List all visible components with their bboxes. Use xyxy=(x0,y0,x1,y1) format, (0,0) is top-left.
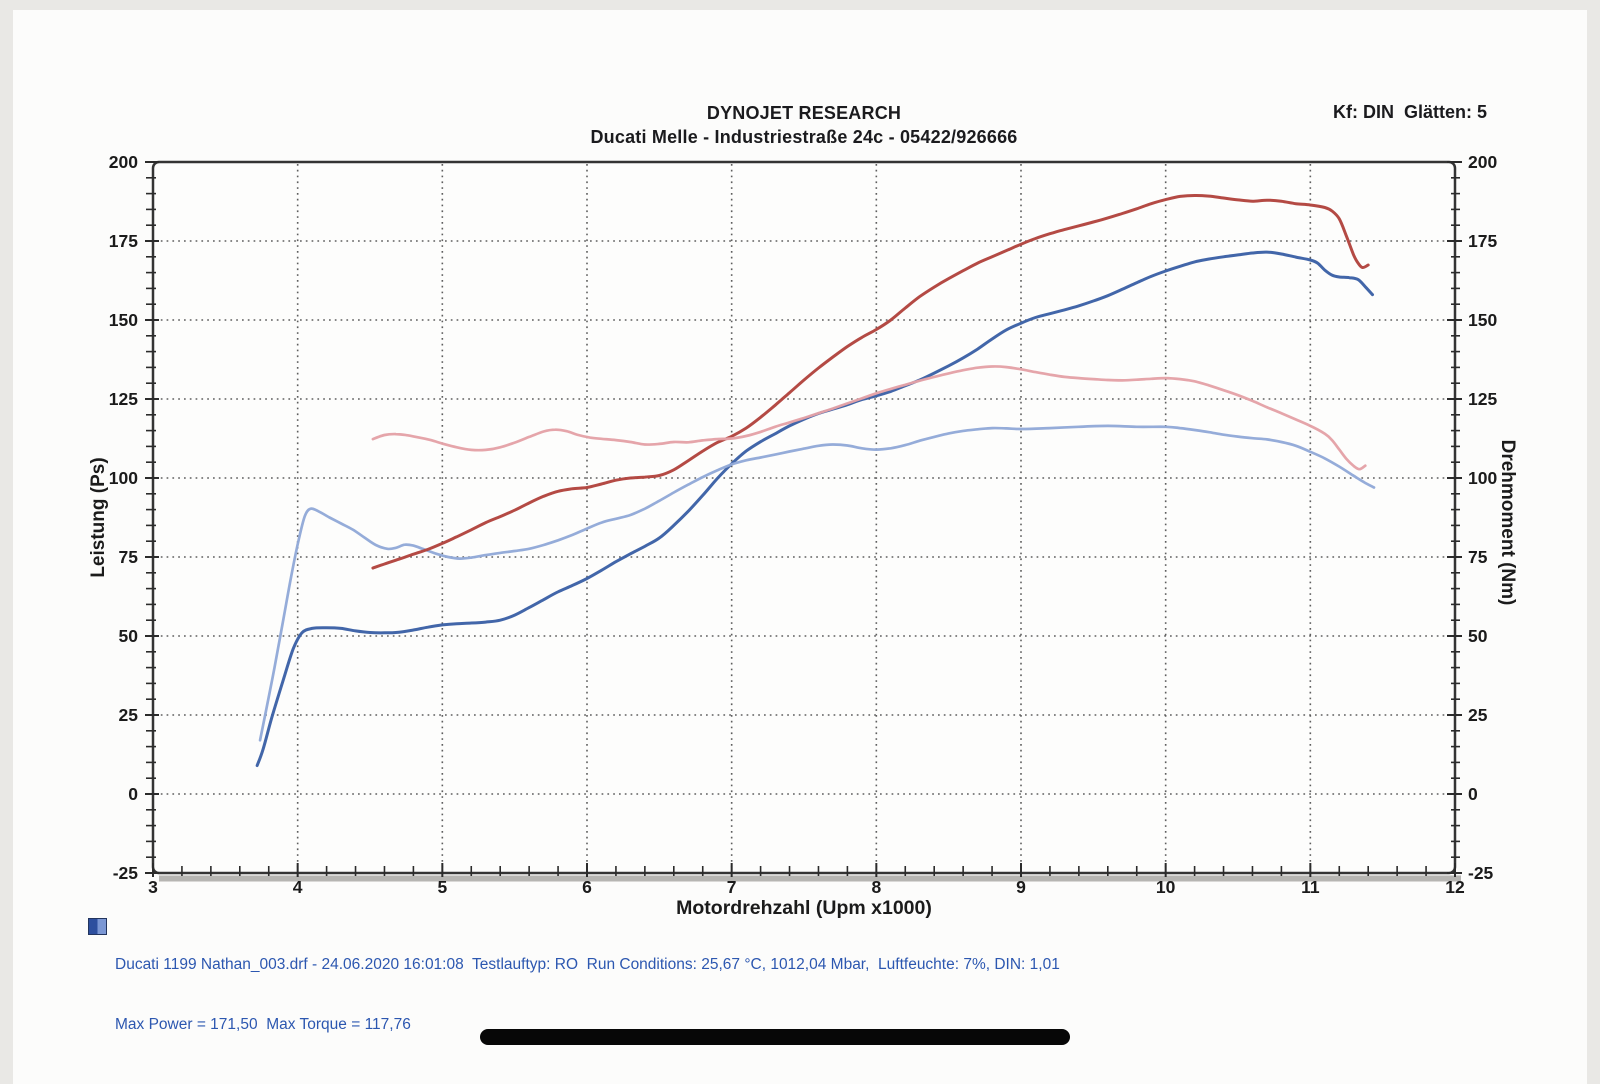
smoothing-setting-label: Kf: DIN Glätten: 5 xyxy=(1332,102,1487,122)
svg-text:25: 25 xyxy=(119,705,139,725)
svg-text:100: 100 xyxy=(109,468,138,488)
svg-text:50: 50 xyxy=(1468,626,1488,646)
svg-text:25: 25 xyxy=(1468,705,1488,725)
curve-power-1299 xyxy=(371,193,1370,570)
legend-swatch-1199 xyxy=(88,918,107,935)
curve-torque-1299 xyxy=(371,365,1367,471)
svg-text:5: 5 xyxy=(437,877,447,897)
report-subtitle: Ducati Melle - Industriestraße 24c - 054… xyxy=(590,127,1018,147)
svg-text:125: 125 xyxy=(1468,389,1497,409)
y-axis-left-title: Leistung (Ps) xyxy=(88,457,109,577)
svg-text:75: 75 xyxy=(119,547,139,567)
svg-text:4: 4 xyxy=(293,877,303,897)
y-axis-right-title: Drehmoment (Nm) xyxy=(1497,440,1518,606)
svg-text:175: 175 xyxy=(1468,231,1497,251)
legend: Ducati 1199 Nathan_003.drf - 24.06.2020 … xyxy=(88,915,1068,1084)
svg-text:9: 9 xyxy=(1016,877,1026,897)
report-title: DYNOJET RESEARCH xyxy=(706,103,902,123)
svg-text:125: 125 xyxy=(109,389,138,409)
y-axis-right-labels: 200 175 150 125 100 75 50 25 0 -25 xyxy=(1468,152,1497,883)
svg-text:8: 8 xyxy=(871,877,881,897)
svg-text:150: 150 xyxy=(109,310,138,330)
svg-text:0: 0 xyxy=(1468,784,1478,804)
curve-torque-1199 xyxy=(258,424,1376,742)
svg-text:-25: -25 xyxy=(113,863,139,883)
y-axis-left-labels: 200 175 150 125 100 75 50 25 0 -25 xyxy=(109,152,138,883)
svg-text:-25: -25 xyxy=(1468,863,1494,883)
x-axis-labels: 3 4 5 6 7 8 9 10 11 12 xyxy=(148,877,1465,897)
svg-text:75: 75 xyxy=(1468,547,1488,567)
svg-text:100: 100 xyxy=(1468,468,1497,488)
svg-text:12: 12 xyxy=(1445,877,1465,897)
svg-text:6: 6 xyxy=(582,877,592,897)
legend-entry-ducati-1199: Ducati 1199 Nathan_003.drf - 24.06.2020 … xyxy=(88,915,1068,1075)
svg-text:11: 11 xyxy=(1301,877,1320,897)
svg-text:150: 150 xyxy=(1468,310,1497,330)
legend-run-info-1199: Ducati 1199 Nathan_003.drf - 24.06.2020 … xyxy=(115,956,1060,973)
svg-text:7: 7 xyxy=(727,877,737,897)
svg-text:50: 50 xyxy=(119,626,139,646)
svg-text:200: 200 xyxy=(109,152,138,172)
svg-text:200: 200 xyxy=(1468,152,1497,172)
legend-max-values-1199: Max Power = 171,50 Max Torque = 117,76 xyxy=(115,1016,411,1033)
frame-shadow-bottom xyxy=(159,875,1461,882)
svg-text:175: 175 xyxy=(109,231,138,251)
svg-text:3: 3 xyxy=(148,877,158,897)
svg-text:0: 0 xyxy=(128,784,138,804)
plot-frame xyxy=(151,160,1457,875)
home-indicator-bar xyxy=(480,1029,1070,1045)
x-axis-title: Motordrehzahl (Upm x1000) xyxy=(676,897,932,919)
axis-ticks xyxy=(145,161,1462,877)
svg-text:10: 10 xyxy=(1156,877,1176,897)
